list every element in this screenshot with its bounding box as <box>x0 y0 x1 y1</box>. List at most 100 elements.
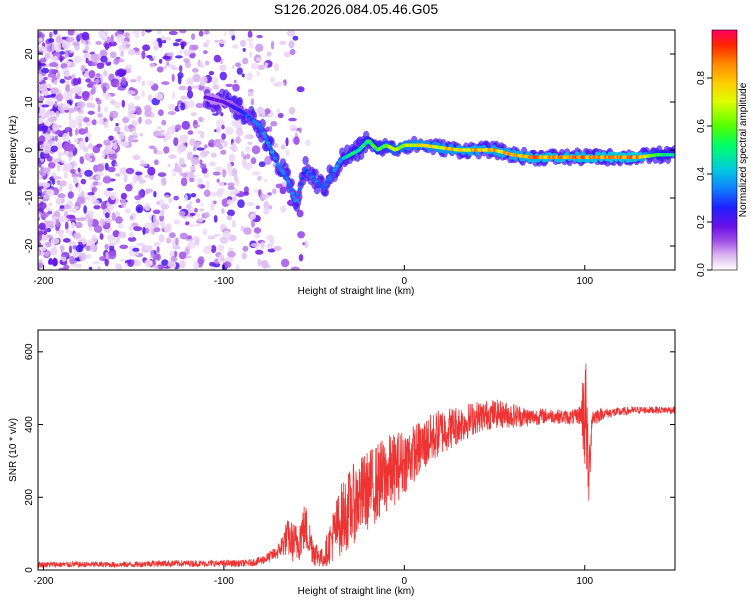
heatmap-cell <box>276 108 281 114</box>
heatmap-cell <box>153 227 161 233</box>
heatmap-cell <box>221 208 225 214</box>
heatmap-cell <box>167 163 171 168</box>
y-tick-label: 20 <box>24 48 35 60</box>
heatmap-cell <box>108 41 118 47</box>
heatmap-cell <box>210 245 217 253</box>
heatmap-cell <box>72 41 80 47</box>
heatmap-cell <box>83 205 87 214</box>
heatmap-cell <box>200 163 207 170</box>
heatmap-cell <box>141 50 146 60</box>
heatmap-cell <box>181 172 188 177</box>
heatmap-cell <box>302 155 309 165</box>
heatmap-cell <box>189 212 196 216</box>
heatmap-cell <box>62 103 71 111</box>
heatmap-cell <box>213 54 222 63</box>
x-tick-label: 0 <box>402 576 408 587</box>
heatmap-cell <box>131 259 135 265</box>
heatmap-cell <box>213 139 221 148</box>
heatmap-cell <box>161 259 169 266</box>
heatmap-cell <box>257 175 262 181</box>
heatmap-cell <box>224 256 234 263</box>
heatmap-cell <box>119 244 129 249</box>
heatmap-cell <box>178 136 187 144</box>
heatmap-cell <box>132 259 141 267</box>
heatmap-cell <box>152 40 159 46</box>
x-tick-label: -200 <box>33 276 53 287</box>
heatmap-cell <box>242 245 249 252</box>
heatmap-cell <box>288 106 296 115</box>
heatmap-cell <box>189 206 194 215</box>
heatmap-cell <box>236 96 244 106</box>
heatmap-cell <box>117 223 124 229</box>
heatmap-cell <box>223 31 227 36</box>
heatmap-cell <box>296 193 301 197</box>
heatmap-cell <box>84 45 90 52</box>
heatmap-cell <box>160 209 165 216</box>
heatmap-cell <box>227 251 236 258</box>
heatmap-cell <box>296 86 305 93</box>
heatmap-cell <box>148 227 154 231</box>
heatmap-cell <box>167 103 176 111</box>
heatmap-cell <box>280 205 287 213</box>
heatmap-cell <box>177 143 187 153</box>
heatmap-cell <box>104 244 109 250</box>
heatmap-cell <box>180 95 189 100</box>
colorbar-label: Normalized spectral amplitude <box>738 82 749 217</box>
heatmap-cell <box>121 99 126 108</box>
heatmap-cell <box>80 64 86 73</box>
heatmap-cell <box>49 31 53 39</box>
heatmap-cell <box>161 81 170 85</box>
heatmap-cell <box>84 169 93 177</box>
heatmap-cell <box>38 102 43 107</box>
heatmap-cell <box>141 30 145 37</box>
y-tick-label: 0 <box>24 147 35 153</box>
heatmap-cell <box>45 189 55 196</box>
heatmap-cell <box>159 129 165 133</box>
heatmap-cell <box>178 157 185 165</box>
heatmap-cell <box>156 246 160 253</box>
y-tick-label: 600 <box>24 343 35 360</box>
y-tick-label: 200 <box>24 488 35 505</box>
heatmap-cell <box>147 80 154 87</box>
heatmap-cell <box>69 132 73 137</box>
heatmap-cell <box>228 153 236 163</box>
heatmap-cell <box>204 144 208 149</box>
heatmap-cell <box>59 55 63 63</box>
heatmap-cell <box>153 147 158 154</box>
heatmap-cell <box>129 231 135 238</box>
heatmap-cell <box>204 60 210 66</box>
heatmap-cell <box>85 213 92 219</box>
heatmap-cell <box>128 225 134 231</box>
heatmap-cell <box>88 143 93 149</box>
heatmap-cell <box>181 120 190 130</box>
heatmap-cell <box>175 55 183 59</box>
heatmap-cell <box>90 244 97 253</box>
heatmap-cell <box>100 201 107 210</box>
heatmap-cell <box>242 57 249 65</box>
heatmap-cell <box>186 151 193 161</box>
colorbar-frame <box>711 29 738 271</box>
heatmap-cell <box>270 150 275 154</box>
heatmap-cell <box>62 204 71 210</box>
heatmap-cell <box>62 238 71 243</box>
heatmap-cell <box>165 223 172 233</box>
heatmap-cell <box>106 187 114 191</box>
heatmap-cell <box>268 125 273 132</box>
heatmap-cell <box>72 151 76 157</box>
heatmap-cell <box>46 207 50 212</box>
heatmap-cell <box>92 181 100 186</box>
heatmap-cell <box>196 147 205 151</box>
heatmap-cell <box>186 77 194 85</box>
heatmap-cell <box>227 209 235 217</box>
heatmap-cell <box>289 124 298 132</box>
heatmap-cell <box>109 51 117 59</box>
heatmap-cell <box>115 211 121 218</box>
heatmap-cell <box>38 202 47 210</box>
heatmap-cell <box>154 265 159 270</box>
heatmap-cell <box>159 214 165 223</box>
heatmap-cell <box>267 144 272 148</box>
heatmap-cell <box>186 90 194 99</box>
heatmap-cell <box>298 182 304 186</box>
heatmap-cell <box>285 149 290 157</box>
